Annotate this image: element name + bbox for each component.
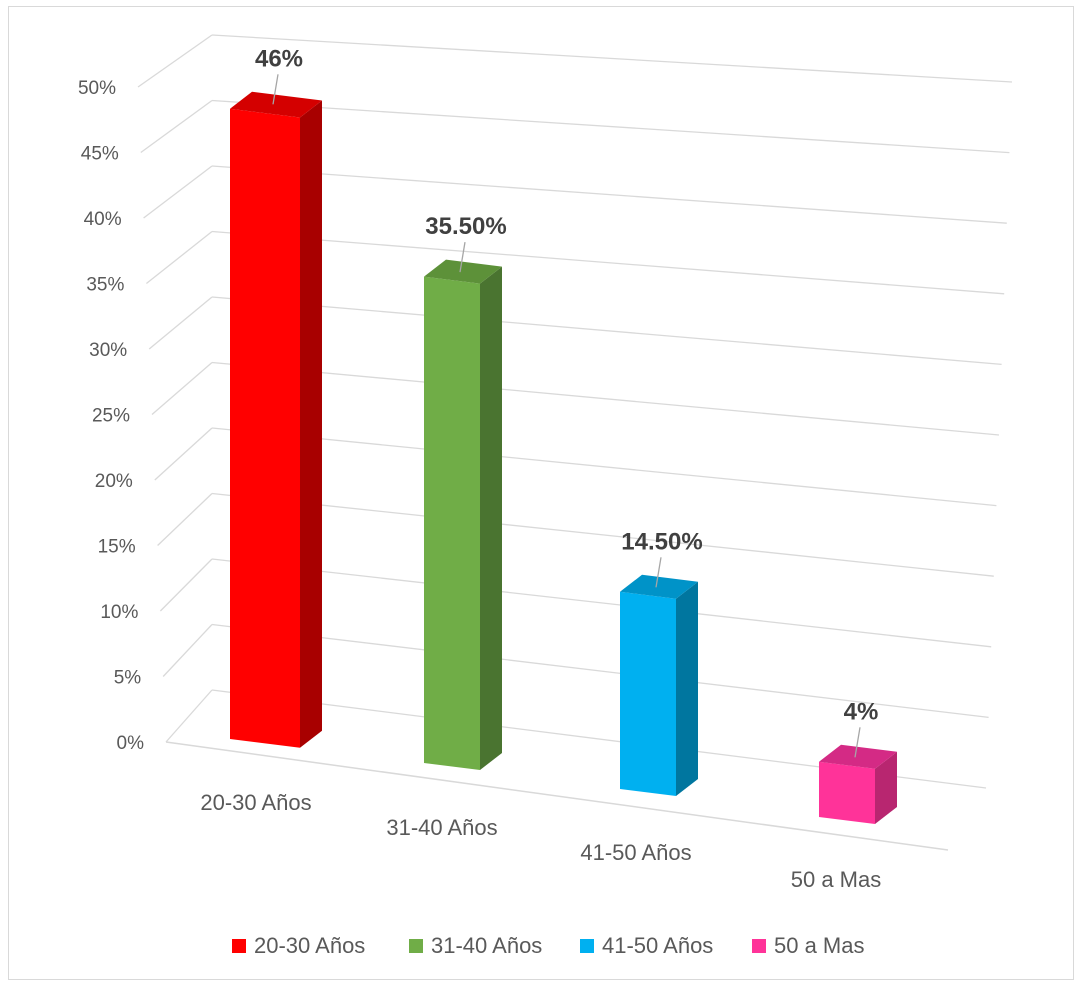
bar-3 bbox=[620, 574, 698, 796]
bar-front bbox=[819, 761, 875, 824]
legend-swatch bbox=[409, 939, 423, 953]
gridlines bbox=[137, 34, 1013, 851]
category-label: 20-30 Años bbox=[200, 790, 311, 815]
y-tick-label: 45% bbox=[81, 144, 119, 165]
gridline-side bbox=[165, 689, 213, 743]
legend-swatch bbox=[232, 939, 246, 953]
legend-entry: 20-30 Años bbox=[232, 933, 365, 958]
data-labels: 46% 35.50% 14.50% 4% bbox=[255, 45, 879, 758]
y-tick-label: 5% bbox=[114, 668, 142, 689]
gridline bbox=[211, 427, 997, 507]
data-label: 14.50% bbox=[621, 528, 702, 555]
y-tick-label: 20% bbox=[95, 471, 133, 492]
data-label-leader bbox=[655, 557, 662, 588]
bar-front bbox=[424, 276, 480, 770]
gridline-side bbox=[143, 165, 213, 219]
data-label-leader bbox=[272, 74, 279, 105]
y-axis-ticks: 0% 5% 10% 15% 20% 25% 30% 35% 40% 45% 50% bbox=[78, 78, 144, 754]
bar-2 bbox=[424, 259, 502, 770]
bar-top bbox=[620, 574, 698, 599]
gridline-side bbox=[148, 296, 213, 350]
bar-top bbox=[230, 91, 322, 118]
bar-top bbox=[819, 744, 897, 769]
gridline bbox=[211, 492, 994, 577]
y-tick-label: 30% bbox=[89, 340, 127, 361]
y-tick-label: 10% bbox=[100, 602, 138, 623]
legend: 20-30 Años 31-40 Años 41-50 Años 50 a Mas bbox=[232, 933, 865, 958]
legend-swatch bbox=[580, 939, 594, 953]
gridline-side bbox=[151, 362, 213, 415]
category-label: 50 a Mas bbox=[791, 867, 882, 892]
legend-label: 20-30 Años bbox=[254, 933, 365, 958]
y-tick-label: 15% bbox=[98, 537, 136, 558]
gridline-side bbox=[162, 624, 213, 677]
category-label: 41-50 Años bbox=[580, 840, 691, 865]
data-label: 35.50% bbox=[425, 213, 506, 240]
legend-label: 31-40 Años bbox=[431, 933, 542, 958]
y-tick-label: 50% bbox=[78, 78, 116, 99]
gridline-side bbox=[145, 230, 213, 285]
data-label-leader bbox=[459, 242, 466, 273]
legend-swatch bbox=[752, 939, 766, 953]
legend-entry: 31-40 Años bbox=[409, 933, 542, 958]
legend-entry: 41-50 Años bbox=[580, 933, 713, 958]
bars bbox=[230, 91, 897, 824]
gridline bbox=[211, 623, 989, 719]
category-label: 31-40 Años bbox=[386, 815, 497, 840]
y-tick-label: 25% bbox=[92, 406, 130, 427]
gridline-side bbox=[157, 493, 213, 546]
data-label: 46% bbox=[255, 45, 303, 72]
gridline-side bbox=[154, 427, 213, 481]
y-tick-label: 35% bbox=[86, 275, 124, 296]
data-label: 4% bbox=[844, 698, 879, 725]
gridline-side bbox=[140, 99, 213, 154]
chart-frame bbox=[8, 6, 1074, 980]
gridline bbox=[211, 558, 992, 648]
gridline-side bbox=[137, 34, 213, 88]
bar-side bbox=[480, 266, 502, 770]
legend-label: 41-50 Años bbox=[602, 933, 713, 958]
bar-top bbox=[424, 259, 502, 284]
gridline bbox=[211, 361, 1000, 436]
y-tick-label: 40% bbox=[84, 209, 122, 230]
floor-edge bbox=[165, 741, 949, 851]
gridline bbox=[211, 165, 1007, 224]
data-label-leader bbox=[854, 727, 861, 758]
bar-side bbox=[300, 100, 322, 748]
gridline bbox=[211, 34, 1013, 83]
legend-label: 50 a Mas bbox=[774, 933, 865, 958]
legend-entry: 50 a Mas bbox=[752, 933, 865, 958]
gridline-side bbox=[159, 558, 213, 612]
bar-side bbox=[875, 751, 897, 824]
gridline bbox=[211, 99, 1010, 154]
bar-front bbox=[230, 108, 300, 748]
bar-side bbox=[676, 581, 698, 796]
gridline bbox=[211, 230, 1005, 295]
y-tick-label: 0% bbox=[117, 733, 145, 754]
category-labels: 20-30 Años 31-40 Años 41-50 Años 50 a Mas bbox=[200, 790, 881, 892]
bar-1 bbox=[230, 91, 322, 748]
gridline bbox=[211, 296, 1002, 366]
bar-front bbox=[620, 591, 676, 796]
bar-4 bbox=[819, 744, 897, 824]
